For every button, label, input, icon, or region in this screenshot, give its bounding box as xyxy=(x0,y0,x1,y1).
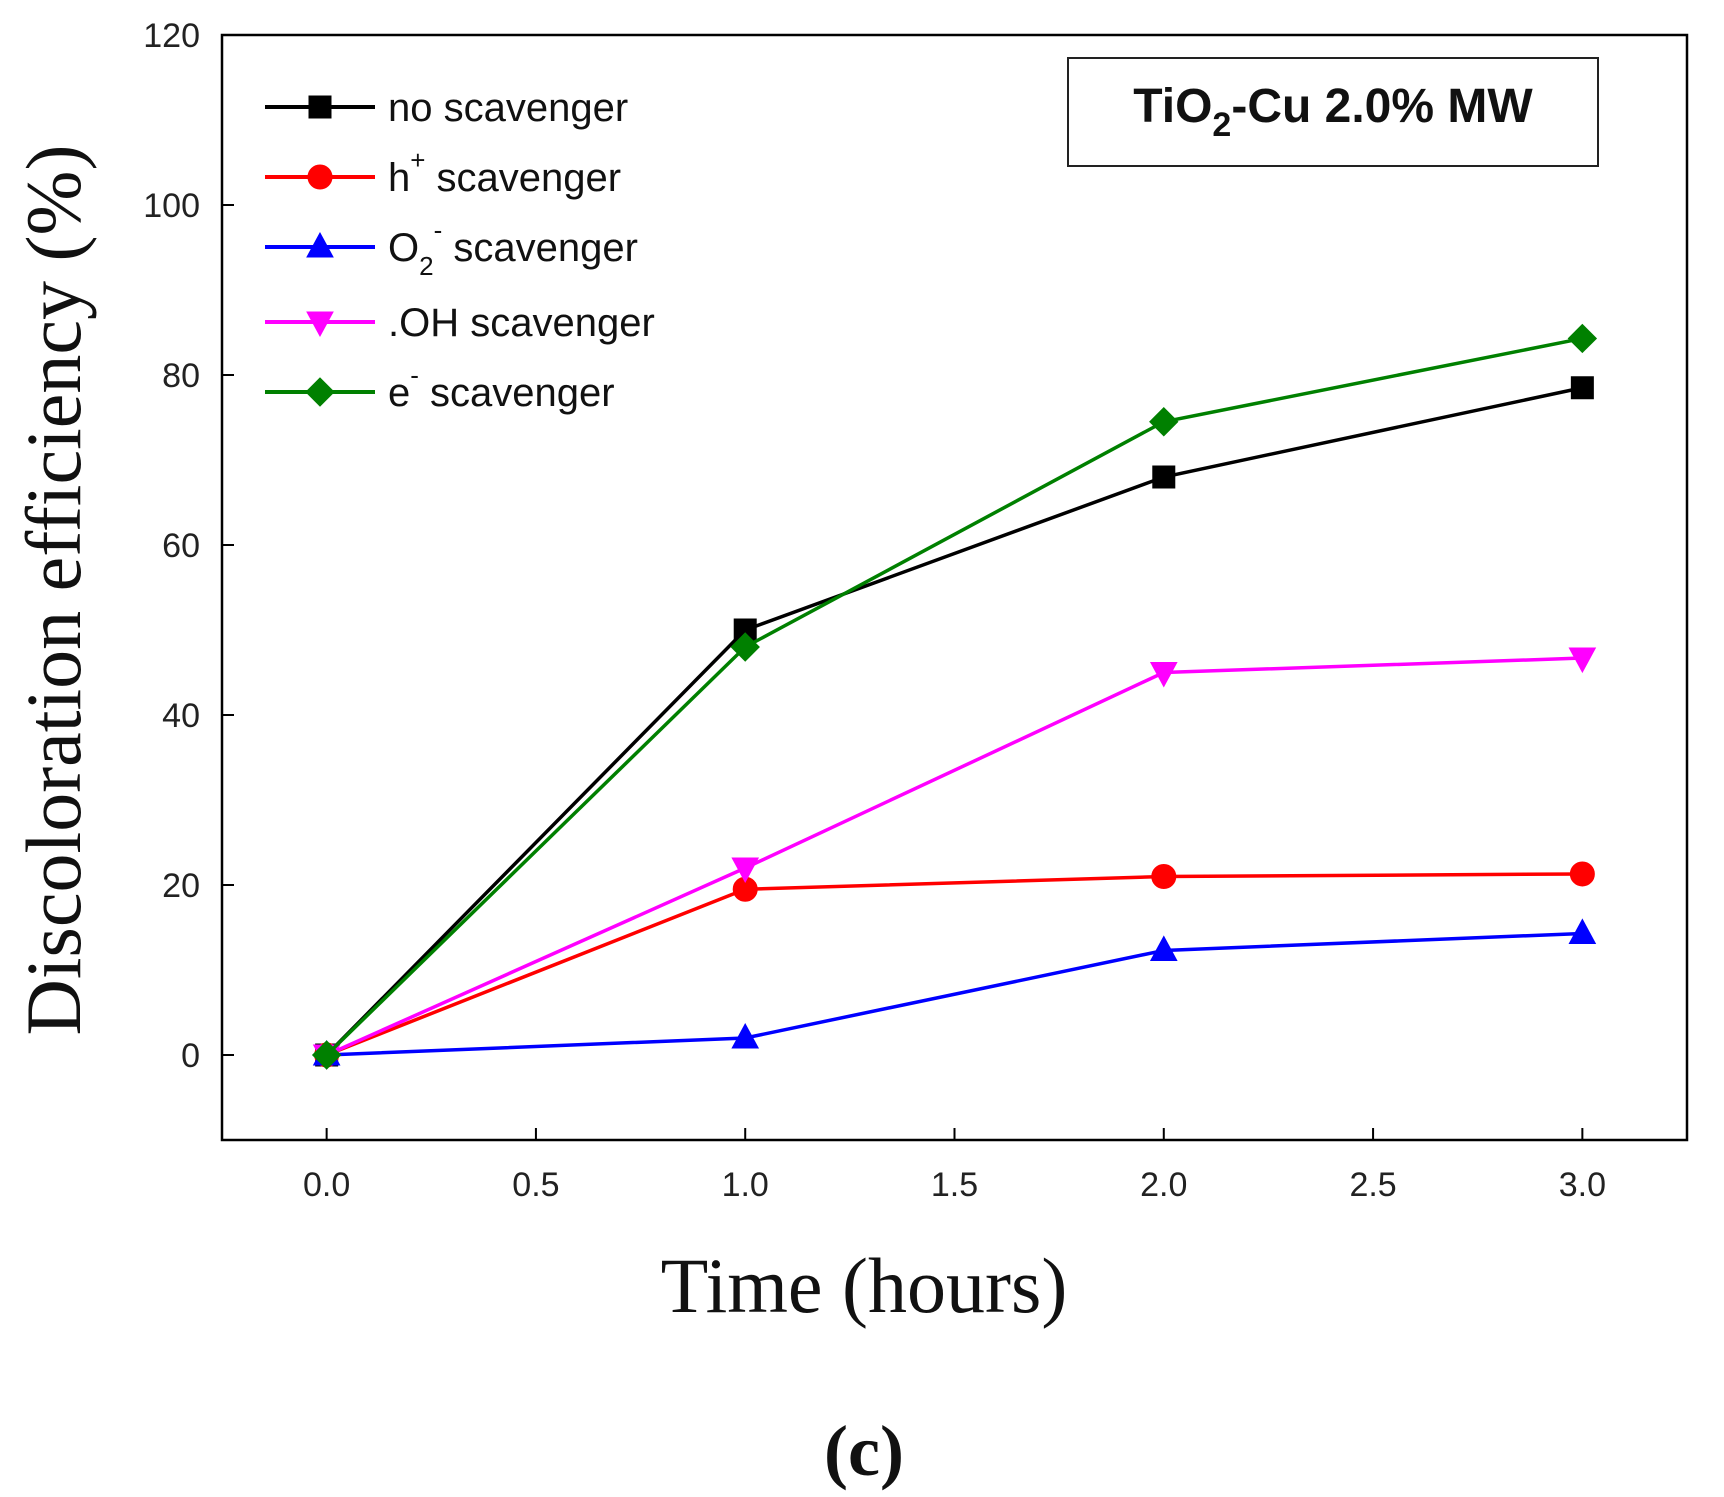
series-3 xyxy=(312,647,1597,1071)
data-point xyxy=(1567,323,1598,354)
data-point xyxy=(1568,647,1597,674)
legend-marker xyxy=(307,164,333,190)
y-tick-label: 40 xyxy=(162,697,200,735)
svg-text:TiO2-Cu 2.0% MW: TiO2-Cu 2.0% MW xyxy=(1133,80,1533,144)
data-point xyxy=(1149,407,1179,437)
legend-item: h+ scavenger xyxy=(265,145,621,200)
axis-ticks: 0.0 0.5 1.0 1.5 2.0 2.5 3.0 0 20 40 60 80 100 120 xyxy=(143,17,1606,1204)
legend-marker xyxy=(305,377,335,407)
data-point xyxy=(1149,935,1178,961)
legend-label: e- scavenger xyxy=(388,360,615,415)
annotation-subscript: 2 xyxy=(1212,106,1231,144)
data-point xyxy=(731,1022,760,1049)
series-1 xyxy=(314,861,1595,1068)
series-4 xyxy=(311,323,1598,1070)
y-tick-label: 80 xyxy=(162,357,200,395)
y-tick-label: 0 xyxy=(181,1037,200,1075)
x-tick-label: 2.0 xyxy=(1140,1166,1187,1204)
legend-label: h+ scavenger xyxy=(388,145,621,200)
data-point xyxy=(731,857,760,884)
x-tick-label: 0.0 xyxy=(303,1166,350,1204)
data-point xyxy=(311,1040,342,1070)
series-line xyxy=(325,872,1583,1057)
plot-frame xyxy=(220,33,1689,1142)
y-axis-title: Discoloration efficiency (%) xyxy=(10,145,97,1036)
series-2 xyxy=(312,918,1597,1066)
x-tick-label: 2.5 xyxy=(1349,1166,1396,1204)
annotation-main: TiO xyxy=(1133,80,1212,133)
data-point xyxy=(730,632,760,662)
x-tick-label: 0.5 xyxy=(512,1166,559,1204)
series-line xyxy=(325,336,1583,1057)
annotation-rest: -Cu 2.0% MW xyxy=(1231,80,1533,133)
data-point xyxy=(1568,918,1597,944)
legend-item: O2- scavenger xyxy=(265,215,638,281)
legend-marker xyxy=(308,95,332,119)
legend-marker xyxy=(306,231,334,258)
data-point xyxy=(1570,376,1594,400)
x-tick-label: 3.0 xyxy=(1559,1166,1606,1204)
legend: no scavenger h+ scavenger O2- scavenger .OH… xyxy=(265,86,655,415)
panel-label: (c) xyxy=(824,1411,904,1491)
annotation-box: TiO2-Cu 2.0% MW xyxy=(1067,57,1599,167)
legend-item: no scavenger xyxy=(265,86,628,130)
series-line xyxy=(325,656,1583,1057)
x-tick-label: 1.5 xyxy=(931,1166,978,1204)
legend-label: no scavenger xyxy=(388,86,628,130)
data-point xyxy=(1149,662,1178,688)
legend-item: e- scavenger xyxy=(265,360,615,415)
series-line xyxy=(325,386,1583,1057)
series-0 xyxy=(315,376,1594,1067)
data-point xyxy=(1151,864,1177,889)
legend-item: .OH scavenger xyxy=(265,301,655,345)
y-tick-label: 120 xyxy=(143,17,200,55)
data-point xyxy=(1152,465,1176,489)
y-tick-label: 60 xyxy=(162,527,200,565)
series-line xyxy=(326,931,1583,1057)
y-tick-label: 20 xyxy=(162,867,200,905)
x-axis-title: Time (hours) xyxy=(661,1242,1068,1329)
data-point xyxy=(1569,861,1595,887)
legend-label: .OH scavenger xyxy=(388,301,655,345)
legend-marker xyxy=(306,311,334,338)
x-tick-label: 1.0 xyxy=(722,1166,769,1204)
legend-label: O2- scavenger xyxy=(388,215,638,281)
series-layer xyxy=(311,323,1598,1071)
y-tick-label: 100 xyxy=(143,187,200,225)
